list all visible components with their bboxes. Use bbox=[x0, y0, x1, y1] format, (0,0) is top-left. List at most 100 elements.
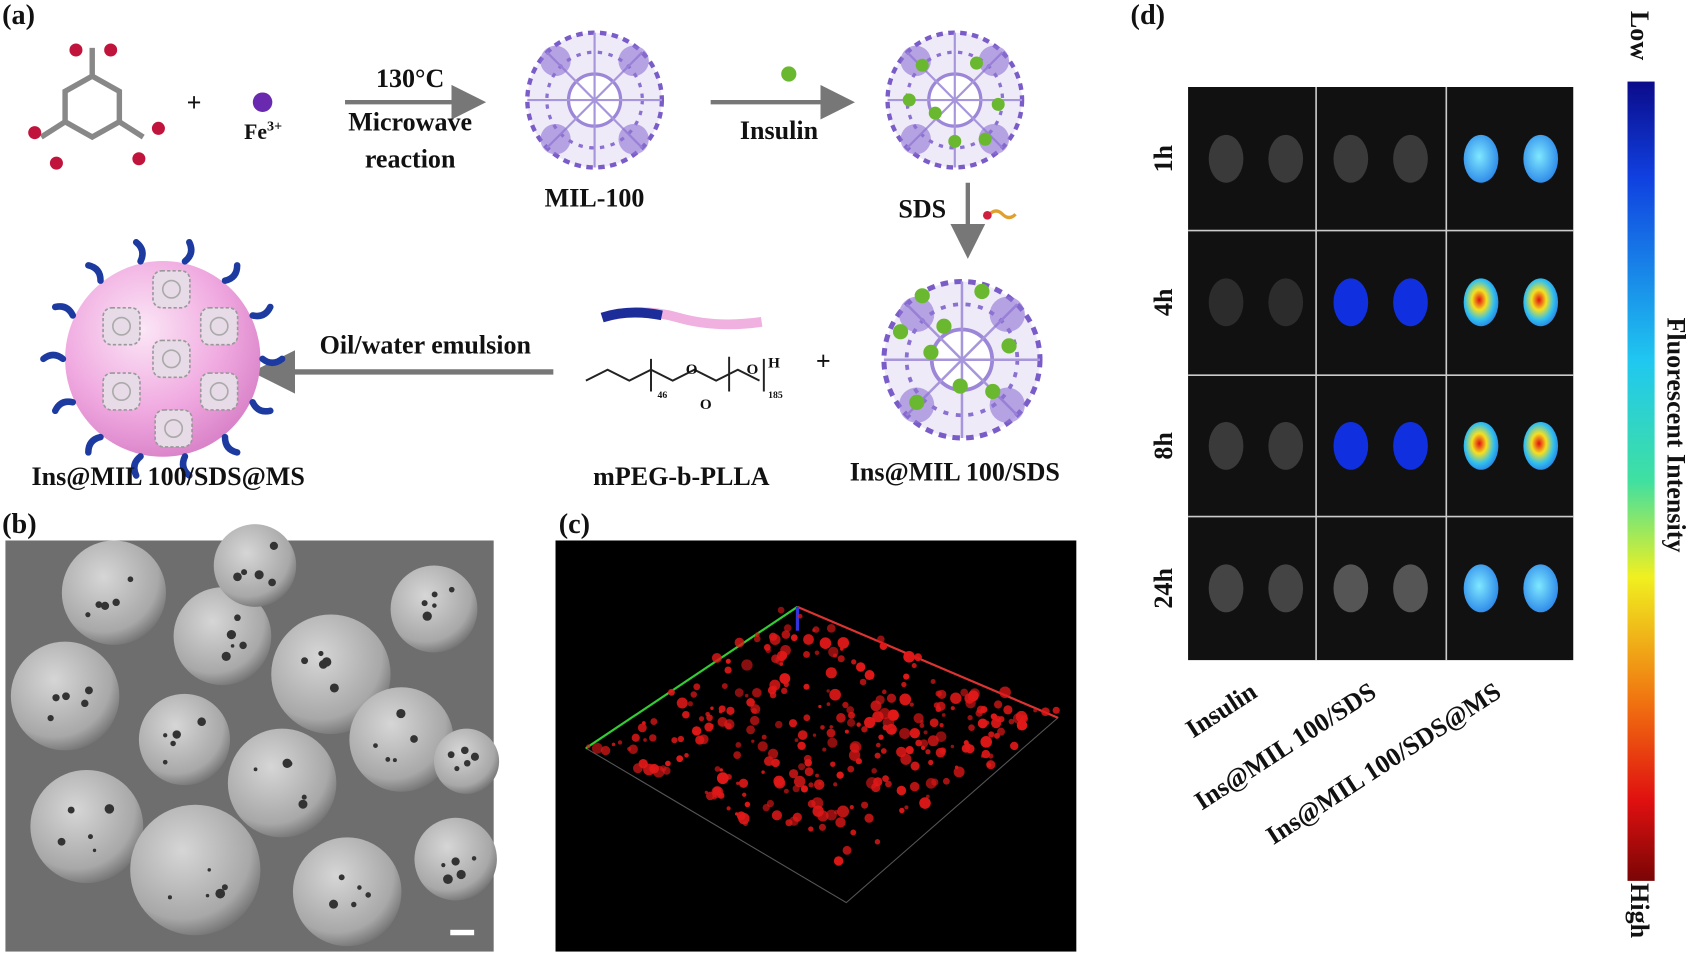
pore bbox=[163, 733, 168, 738]
particle bbox=[746, 725, 755, 735]
microsphere bbox=[130, 804, 261, 936]
particle bbox=[879, 642, 888, 650]
particle bbox=[637, 723, 647, 733]
microsphere bbox=[173, 587, 272, 686]
plus: + bbox=[816, 347, 831, 376]
scale-bar bbox=[450, 929, 475, 936]
particle bbox=[850, 829, 857, 836]
atom: O bbox=[700, 396, 712, 413]
grid-lines bbox=[1188, 86, 1574, 661]
peg-chain bbox=[259, 355, 286, 367]
pore bbox=[282, 758, 292, 768]
particle bbox=[812, 805, 824, 817]
mof-loaded bbox=[884, 282, 1040, 438]
pore bbox=[62, 692, 70, 701]
particle bbox=[993, 700, 1003, 709]
particle bbox=[836, 771, 844, 779]
particle bbox=[993, 732, 1001, 739]
colorbar-title: Fluorescent Intensity bbox=[1662, 317, 1691, 552]
particle bbox=[851, 659, 857, 665]
particle bbox=[846, 706, 855, 714]
pore bbox=[197, 717, 206, 727]
pore bbox=[298, 799, 308, 809]
particle bbox=[950, 692, 962, 704]
particle bbox=[1003, 705, 1013, 715]
particle bbox=[874, 839, 881, 845]
particle bbox=[736, 781, 740, 785]
particle bbox=[929, 718, 939, 728]
particle bbox=[738, 778, 749, 788]
particle bbox=[859, 678, 867, 686]
particle bbox=[797, 613, 803, 619]
particle bbox=[988, 731, 995, 738]
particle bbox=[650, 718, 658, 726]
particle bbox=[875, 742, 881, 748]
pore bbox=[301, 794, 307, 800]
kidney bbox=[1523, 421, 1559, 470]
particle bbox=[716, 772, 729, 785]
row-label: 1h bbox=[1149, 144, 1178, 172]
particle bbox=[871, 782, 881, 793]
pore bbox=[421, 600, 428, 607]
insulin-dot bbox=[923, 344, 939, 360]
particle bbox=[725, 658, 731, 664]
insulin-dot bbox=[948, 134, 962, 148]
particle bbox=[779, 673, 791, 684]
particle bbox=[600, 745, 611, 756]
panel-label: (b) bbox=[2, 509, 36, 540]
microsphere bbox=[390, 565, 478, 653]
particle bbox=[855, 662, 866, 672]
particle bbox=[690, 691, 697, 698]
method: Microwave bbox=[348, 107, 472, 136]
mof-label: MIL-100 bbox=[545, 184, 645, 213]
particle bbox=[794, 738, 799, 743]
particle bbox=[856, 722, 861, 727]
particle bbox=[783, 788, 789, 794]
pore bbox=[205, 893, 210, 898]
pore bbox=[230, 644, 235, 648]
kidney bbox=[1463, 564, 1499, 613]
particle bbox=[691, 726, 702, 736]
kidney bbox=[1333, 421, 1369, 470]
particle bbox=[698, 716, 705, 722]
microsphere bbox=[138, 693, 231, 786]
insulin-dot bbox=[902, 93, 916, 107]
panel-label: (a) bbox=[2, 0, 35, 31]
particle bbox=[901, 681, 907, 688]
particle bbox=[861, 801, 869, 809]
particle bbox=[764, 756, 774, 767]
plus: + bbox=[187, 88, 202, 117]
particle bbox=[649, 734, 657, 742]
repeat-index: 185 bbox=[768, 390, 783, 401]
particle bbox=[803, 634, 814, 645]
pore bbox=[329, 683, 339, 693]
pore bbox=[226, 629, 237, 640]
particle bbox=[837, 637, 850, 649]
particle bbox=[714, 766, 721, 772]
peg-chain bbox=[249, 399, 274, 415]
particle bbox=[925, 749, 931, 755]
particle bbox=[780, 644, 791, 656]
particle bbox=[877, 635, 885, 643]
particle bbox=[911, 663, 917, 669]
particle bbox=[797, 742, 807, 751]
pore bbox=[269, 541, 279, 550]
particle bbox=[812, 733, 817, 737]
pore bbox=[392, 758, 397, 763]
particle bbox=[711, 652, 722, 663]
particle bbox=[695, 735, 705, 745]
particle bbox=[928, 759, 934, 766]
particle bbox=[847, 765, 855, 773]
particle bbox=[937, 689, 947, 699]
particle bbox=[919, 797, 931, 809]
pore bbox=[456, 869, 466, 880]
particle bbox=[771, 810, 782, 821]
column-label: Ins@MIL 100/SDS@MS bbox=[1261, 677, 1506, 851]
particle bbox=[812, 628, 816, 632]
peg-chain bbox=[600, 307, 663, 323]
pore bbox=[52, 694, 60, 702]
pore bbox=[451, 857, 460, 866]
particle bbox=[872, 711, 884, 723]
pore bbox=[57, 837, 66, 846]
particle bbox=[849, 741, 862, 753]
